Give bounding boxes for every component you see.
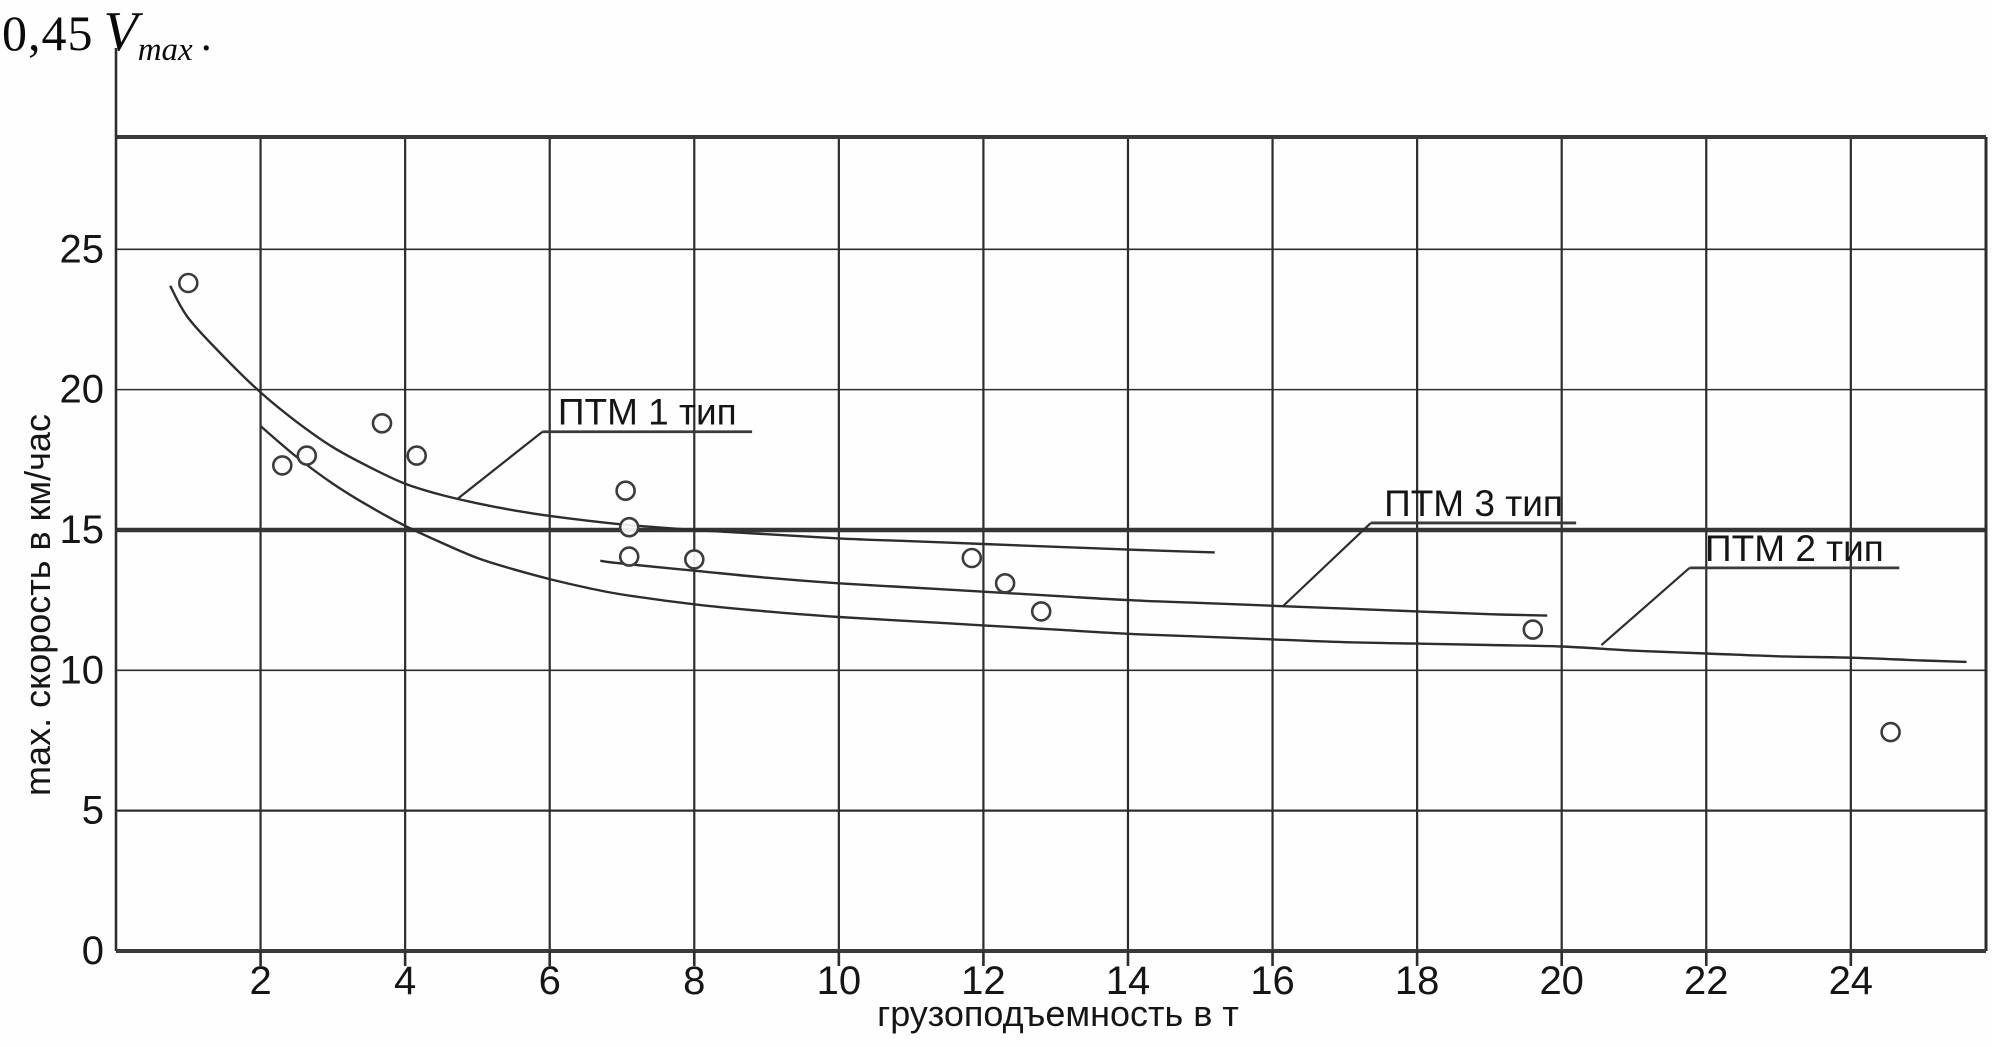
x-tick-label-6: 6: [539, 959, 561, 1003]
x-tick-label-24: 24: [1829, 959, 1874, 1003]
data-point-7: [618, 546, 640, 567]
x-tick-label-20: 20: [1539, 959, 1584, 1003]
series-label-птм-2-тип: ПТМ 2 тип: [1705, 528, 1884, 569]
formula-coefficient: 0,45: [2, 5, 94, 61]
data-point-0: [178, 272, 199, 294]
data-point-8: [683, 549, 705, 570]
y-tick-label-25: 25: [60, 227, 105, 271]
formula-heading: 0,45 Vmax.: [2, 0, 212, 68]
x-tick-label-4: 4: [394, 959, 416, 1003]
series-label-птм-1-тип: ПТМ 1 тип: [558, 392, 737, 433]
curve-птм-1-тип: [169, 285, 1215, 554]
y-tick-label-5: 5: [82, 789, 104, 833]
data-point-4: [406, 445, 428, 466]
x-tick-label-12: 12: [961, 959, 1006, 1003]
x-tick-label-10: 10: [817, 959, 862, 1003]
y-axis-title: max. скорость в км/час: [17, 414, 58, 796]
formula-subscript: max: [137, 32, 193, 68]
y-tick-label-20: 20: [60, 368, 105, 412]
formula-velocity-symbol: V: [103, 1, 138, 63]
leader-line-птм-3-тип: [1282, 522, 1372, 607]
data-point-10: [994, 572, 1016, 594]
data-point-13: [1880, 721, 1901, 743]
data-point-3: [371, 412, 393, 434]
formula-period: .: [200, 11, 212, 60]
x-tick-label-22: 22: [1684, 959, 1729, 1003]
x-tick-label-2: 2: [249, 959, 271, 1003]
x-tick-label-18: 18: [1395, 959, 1440, 1003]
x-axis-title: грузоподъемность в т: [877, 993, 1239, 1034]
x-tick-label-14: 14: [1106, 959, 1151, 1003]
leader-line-птм-1-тип: [456, 430, 544, 500]
data-point-5: [615, 480, 636, 502]
data-point-12: [1522, 619, 1544, 640]
curve-птм-3-тип: [600, 559, 1548, 617]
data-point-1: [271, 455, 293, 476]
data-point-9: [961, 547, 983, 569]
y-tick-label-10: 10: [60, 648, 105, 692]
y-tick-label-15: 15: [60, 508, 105, 552]
x-tick-label-16: 16: [1250, 959, 1295, 1003]
data-point-2: [296, 445, 318, 466]
leader-line-птм-2-тип: [1600, 567, 1691, 646]
y-tick-label-0: 0: [82, 929, 104, 973]
curve-птм-2-тип: [259, 425, 1967, 664]
series-label-птм-3-тип: ПТМ 3 тип: [1384, 483, 1563, 524]
data-point-11: [1030, 601, 1052, 622]
data-point-6: [618, 516, 640, 538]
x-tick-label-8: 8: [683, 959, 705, 1003]
